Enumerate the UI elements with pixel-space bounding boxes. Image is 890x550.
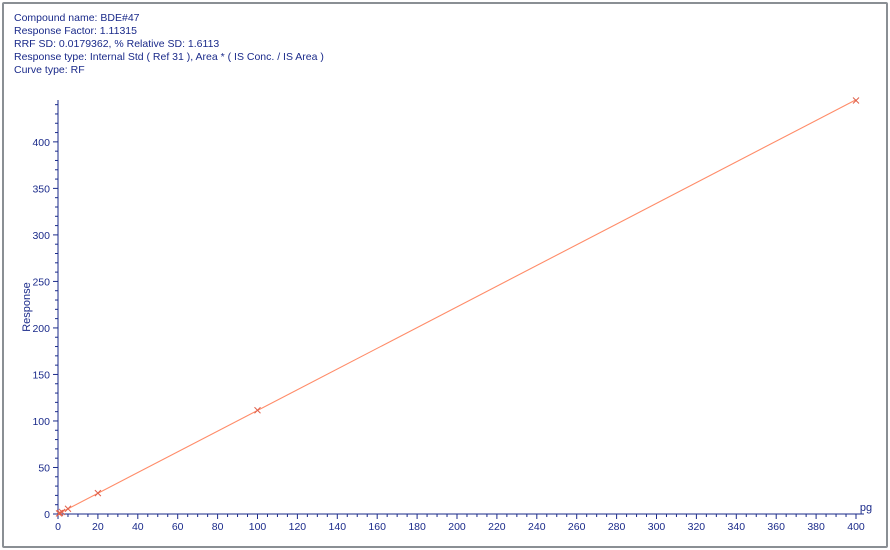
- axes: 0 50 100 150 200 250 300 350 400 0 20 40 60 80 100 120 1…: [32, 100, 865, 533]
- x-tick-label: 200: [448, 521, 466, 533]
- x-tick-label: 340: [728, 521, 746, 533]
- y-tick-label: 400: [32, 137, 50, 149]
- compound-name: Compound name: BDE#47: [14, 12, 140, 24]
- y-tick-label: 0: [44, 509, 50, 521]
- data-point: [64, 505, 72, 513]
- data-point-stroke: [254, 406, 261, 414]
- y-tick-label: 250: [32, 276, 50, 288]
- y-tick-label: 150: [32, 369, 50, 381]
- x-tick-label: 260: [568, 521, 586, 533]
- data-point: [94, 489, 102, 497]
- data-point-stroke: [56, 509, 64, 517]
- curve-type: Curve type: RF: [14, 64, 85, 76]
- x-axis-title: pg: [860, 502, 872, 514]
- x-tick-label: 240: [528, 521, 546, 533]
- x-tick-label: 320: [688, 521, 706, 533]
- y-axis-title: Response: [21, 282, 33, 332]
- y-tick-label: 200: [32, 323, 50, 335]
- x-tick-label: 220: [488, 521, 506, 533]
- x-tick-label: 80: [212, 521, 224, 533]
- data-point: [56, 509, 64, 517]
- x-tick-label: 380: [807, 521, 825, 533]
- data-point: [254, 406, 261, 414]
- data-point-stroke: [64, 505, 72, 513]
- y-tick-label: 350: [32, 183, 50, 195]
- data-point: [852, 97, 860, 104]
- x-tick-label: 280: [608, 521, 626, 533]
- x-tick-label: 300: [648, 521, 666, 533]
- rrf-sd: RRF SD: 0.0179362, % Relative SD: 1.6113: [14, 38, 220, 50]
- x-tick-label: 100: [249, 521, 267, 533]
- response-factor: Response Factor: 1.11315: [14, 25, 137, 37]
- compound-info: Compound name: BDE#47 Response Factor: 1…: [14, 12, 324, 77]
- x-tick-label: 360: [767, 521, 785, 533]
- y-tick-label: 300: [32, 230, 50, 242]
- y-tick-label: 100: [32, 416, 50, 428]
- x-tick-label: 40: [132, 521, 144, 533]
- x-tick-label: 140: [329, 521, 347, 533]
- x-tick-label: 120: [289, 521, 307, 533]
- x-tick-label: 160: [368, 521, 386, 533]
- x-tick-label: 20: [92, 521, 104, 533]
- chart-marks: [55, 97, 860, 517]
- x-tick-label: 0: [55, 521, 61, 533]
- data-point-stroke: [58, 508, 66, 516]
- x-tick-label: 60: [172, 521, 184, 533]
- x-tick-label: 180: [408, 521, 426, 533]
- data-point: [58, 508, 66, 516]
- y-tick-label: 50: [38, 462, 50, 474]
- fit-line: [57, 99, 857, 515]
- data-point-stroke: [94, 489, 102, 497]
- response-type: Response type: Internal Std ( Ref 31 ), …: [14, 51, 324, 63]
- data-point-stroke: [852, 97, 860, 104]
- x-tick-label: 400: [847, 521, 865, 533]
